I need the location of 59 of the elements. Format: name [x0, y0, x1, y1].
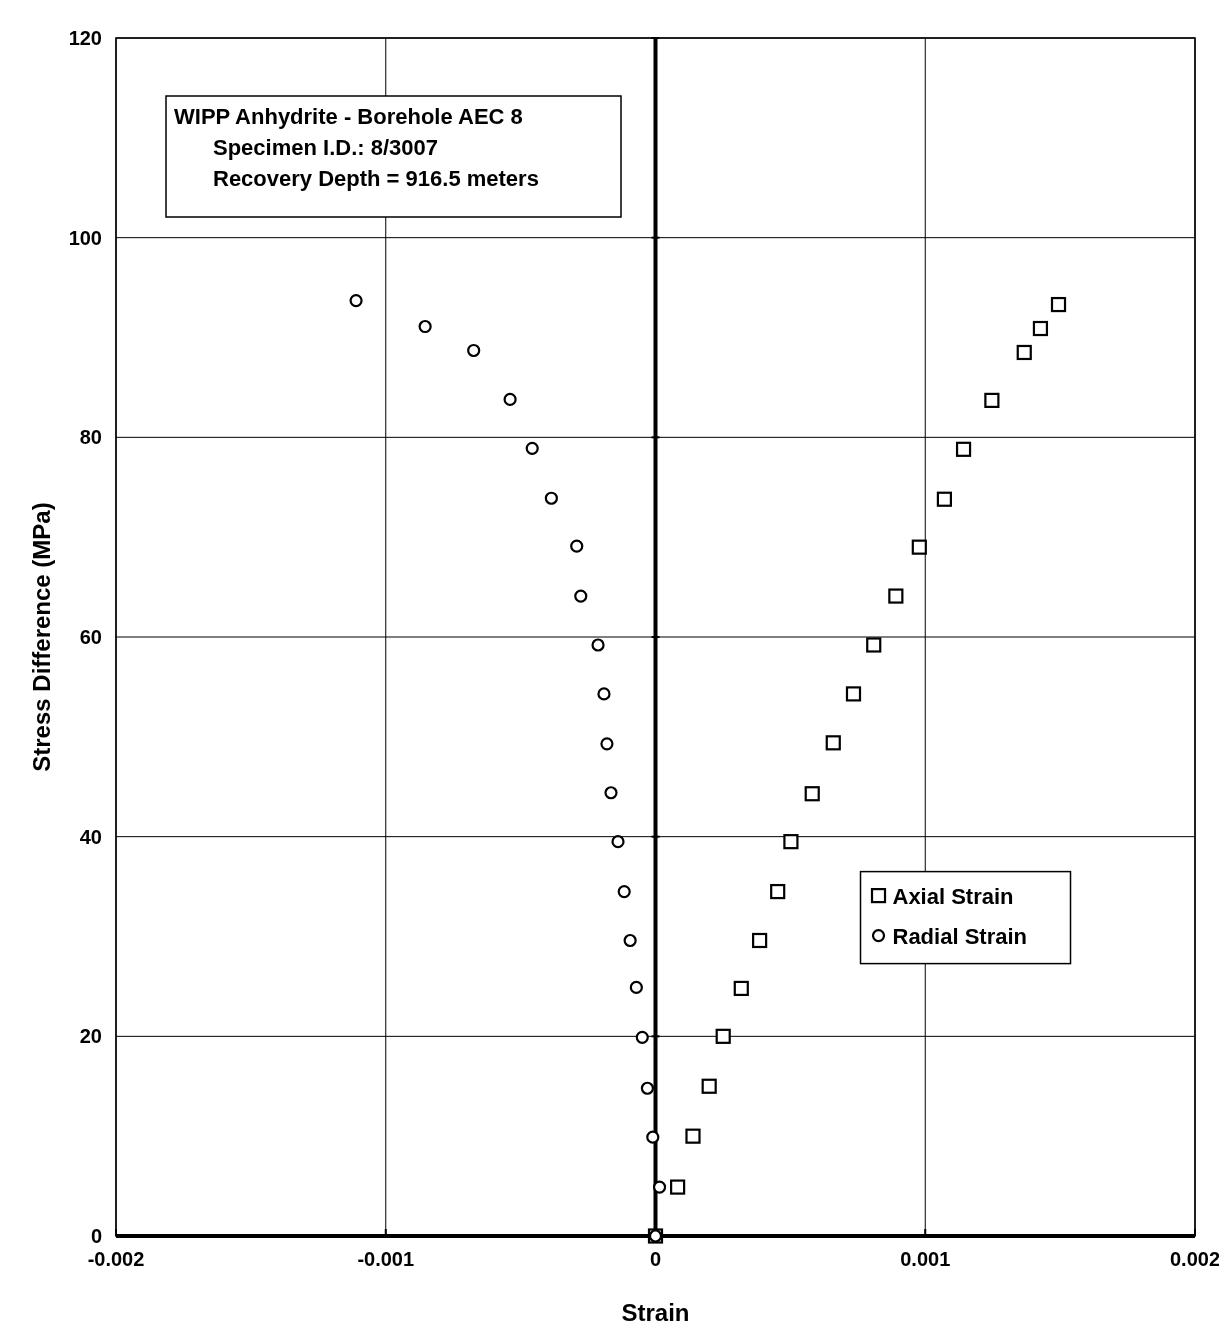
point	[984, 392, 1000, 408]
y-tick-label: 60	[79, 626, 102, 648]
x-tick-label: 0.001	[900, 1248, 951, 1270]
annotation: Recovery Depth = 916.5 meters	[213, 166, 539, 191]
point	[544, 491, 558, 505]
point	[418, 319, 432, 334]
point	[600, 737, 614, 751]
point	[888, 588, 904, 604]
point	[629, 980, 643, 995]
point	[652, 1180, 667, 1194]
point	[467, 343, 481, 358]
point	[804, 786, 820, 802]
point	[715, 1028, 731, 1044]
legend-label: Radial Strain	[892, 923, 1027, 949]
point	[604, 786, 618, 800]
x-tick-label: -0.002	[87, 1248, 145, 1270]
point	[752, 932, 768, 949]
point	[845, 686, 862, 702]
legend-label: Axial Strain	[892, 883, 1014, 909]
point	[611, 835, 625, 849]
annotation: WIPP Anhydrite - Borehole AEC 8	[174, 104, 523, 129]
point	[349, 293, 363, 308]
y-axis-title: Stress Difference (MPa)	[28, 502, 55, 772]
point	[911, 539, 927, 555]
x-tick-label: 0.002	[1169, 1248, 1221, 1270]
point	[1032, 320, 1049, 337]
point	[503, 392, 517, 406]
y-tick-label: 80	[79, 426, 102, 449]
x-axis-title: Strain	[621, 1299, 690, 1326]
point	[866, 637, 882, 653]
y-tick-label: 100	[68, 226, 102, 249]
point	[623, 933, 637, 948]
point	[617, 884, 631, 899]
point	[635, 1030, 649, 1044]
point	[646, 1130, 660, 1144]
y-tick-label: 20	[79, 1025, 102, 1048]
point	[770, 883, 786, 900]
point	[733, 980, 749, 997]
x-tick-label: 0	[649, 1248, 662, 1270]
point	[1050, 296, 1067, 313]
point	[525, 441, 539, 455]
y-tick-label: 0	[90, 1225, 102, 1247]
annotation: Specimen I.D.: 8/3007	[213, 135, 438, 160]
point	[591, 638, 605, 652]
point	[597, 687, 611, 701]
y-tick-label: 120	[68, 27, 102, 49]
point	[570, 539, 584, 553]
point	[955, 441, 972, 457]
point	[825, 735, 841, 751]
y-tick-label: 40	[79, 825, 102, 848]
point	[936, 491, 952, 507]
x-tick-label: -0.001	[357, 1248, 415, 1270]
point	[574, 589, 588, 603]
point	[685, 1128, 701, 1144]
point	[1016, 344, 1032, 361]
point	[670, 1179, 686, 1195]
point	[701, 1078, 717, 1094]
point	[640, 1081, 655, 1095]
point	[783, 834, 799, 850]
